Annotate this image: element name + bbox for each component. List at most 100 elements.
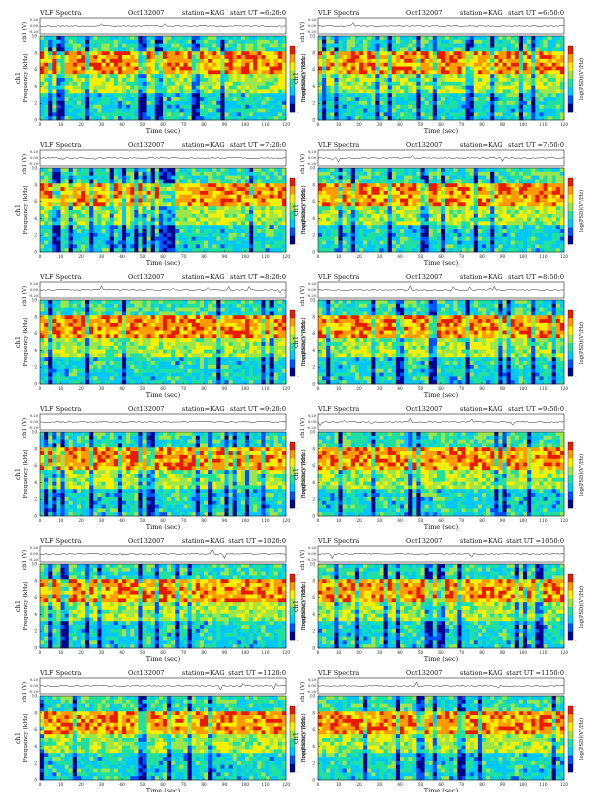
- spectrogram-cell: [547, 51, 552, 56]
- spectrogram-cell: [93, 175, 98, 180]
- spectrogram-cell: [40, 183, 45, 188]
- spectrogram-cell: [134, 190, 139, 196]
- spectrogram-cell: [117, 221, 123, 226]
- spectrogram-cell: [461, 108, 466, 113]
- spectrogram-cell: [436, 225, 442, 230]
- spectrogram-cell: [449, 58, 454, 64]
- spectrogram-cell: [354, 116, 360, 121]
- spectrogram-cell: [453, 194, 458, 199]
- spectrogram-cell: [416, 171, 421, 176]
- spectrogram-cell: [395, 55, 401, 60]
- spectrogram-cell: [416, 112, 421, 117]
- spectrogram-cell: [52, 58, 57, 64]
- spectrogram-cell: [199, 104, 205, 109]
- spectrogram-cell: [40, 236, 45, 241]
- spectrogram-cell: [326, 66, 331, 71]
- spectrogram-cell: [465, 93, 470, 98]
- spectrogram-cell: [76, 202, 82, 207]
- spectrogram-cell: [179, 225, 184, 230]
- spectrogram-cell: [167, 85, 172, 90]
- spectrogram-cell: [195, 236, 201, 241]
- spectrogram-cell: [354, 221, 360, 226]
- spectrogram-cell: [60, 78, 65, 83]
- spectrogram-cell: [281, 179, 287, 184]
- spectrogram-cell: [72, 55, 78, 60]
- spectrogram-cell: [518, 47, 524, 52]
- spectrogram-cell: [338, 248, 343, 253]
- spectrogram-cell: [101, 194, 106, 199]
- spectrogram-cell: [236, 171, 242, 176]
- spectrogram-cell: [502, 78, 507, 83]
- spectrogram-cell: [482, 51, 487, 56]
- spectrogram-cell: [265, 168, 270, 173]
- spectrogram-cell: [383, 108, 388, 113]
- spectrogram-cell: [453, 240, 458, 245]
- spectrogram-cell: [408, 198, 413, 203]
- spectrogram-cell: [338, 70, 343, 75]
- spectrogram-cell: [527, 112, 532, 117]
- spectrogram-cell: [89, 187, 94, 192]
- spectrogram-cell: [220, 112, 225, 117]
- spectrogram-cell: [130, 97, 135, 102]
- spectrogram-cell: [232, 51, 238, 56]
- spectrogram-cell: [412, 112, 417, 117]
- spectrogram-cell: [486, 116, 491, 121]
- spectrogram-cell: [183, 168, 188, 173]
- freq-tick-label: 8: [312, 50, 315, 55]
- spectrogram-cell: [191, 74, 197, 79]
- spectrogram-cell: [195, 248, 201, 253]
- spectrogram-cell: [445, 168, 450, 173]
- spectrogram-cell: [253, 39, 258, 44]
- spectrogram-cell: [113, 100, 119, 106]
- spectrogram-cell: [342, 194, 347, 199]
- spectrogram-cell: [158, 171, 164, 176]
- spectrogram-cell: [204, 171, 209, 176]
- colorbar-tick-label: -: [297, 176, 299, 181]
- spectrogram-cell: [101, 104, 106, 109]
- spectrogram-cell: [240, 213, 246, 218]
- spectrogram-cell: [383, 36, 388, 41]
- spectrogram-cell: [220, 85, 225, 90]
- spectrogram-cell: [424, 229, 429, 234]
- spectrogram-cell: [245, 183, 250, 188]
- spectrogram-cell: [395, 36, 401, 41]
- spectrogram-cell: [367, 47, 372, 52]
- spectrogram-cell: [179, 100, 184, 106]
- spectrogram-cell: [101, 217, 106, 222]
- spectrogram-cell: [253, 116, 258, 121]
- spectrogram-cell: [359, 175, 364, 180]
- spectrogram-cell: [359, 213, 364, 218]
- spectrogram-cell: [183, 78, 188, 83]
- spectrogram-cell: [56, 81, 61, 86]
- spectrogram-cell: [457, 217, 462, 222]
- spectrogram-cell: [375, 171, 380, 176]
- spectrogram-cell: [89, 198, 94, 203]
- spectrogram-cell: [191, 175, 197, 180]
- spectrogram-cell: [228, 74, 233, 79]
- spectrogram-cell: [60, 175, 65, 180]
- spectrogram-cell: [412, 100, 417, 106]
- spectrogram-cell: [72, 108, 78, 113]
- spectrogram-cell: [428, 78, 434, 83]
- spectrogram-cell: [224, 36, 229, 41]
- spectrogram-cell: [154, 47, 160, 52]
- spectrogram-cell: [68, 168, 74, 173]
- spectrogram-cell: [334, 58, 339, 64]
- spectrogram-cell: [346, 104, 352, 109]
- spectrogram-cell: [363, 116, 368, 121]
- spectrogram-cell: [354, 206, 360, 211]
- spectrogram-cell: [265, 198, 270, 203]
- spectrogram-cell: [81, 206, 86, 211]
- spectrogram-cell: [97, 62, 102, 67]
- spectrogram-cell: [326, 70, 331, 75]
- spectrogram-cell: [240, 108, 246, 113]
- spectrogram-cell: [531, 104, 536, 109]
- spectrogram-cell: [494, 55, 499, 60]
- spectrogram-cell: [261, 47, 266, 52]
- spectrogram-cell: [330, 51, 335, 56]
- spectrogram-cell: [461, 248, 466, 253]
- spectrogram-cell: [68, 78, 74, 83]
- spectrogram-cell: [216, 78, 221, 83]
- spectrogram-cell: [134, 179, 139, 184]
- spectrogram-cell: [93, 168, 98, 173]
